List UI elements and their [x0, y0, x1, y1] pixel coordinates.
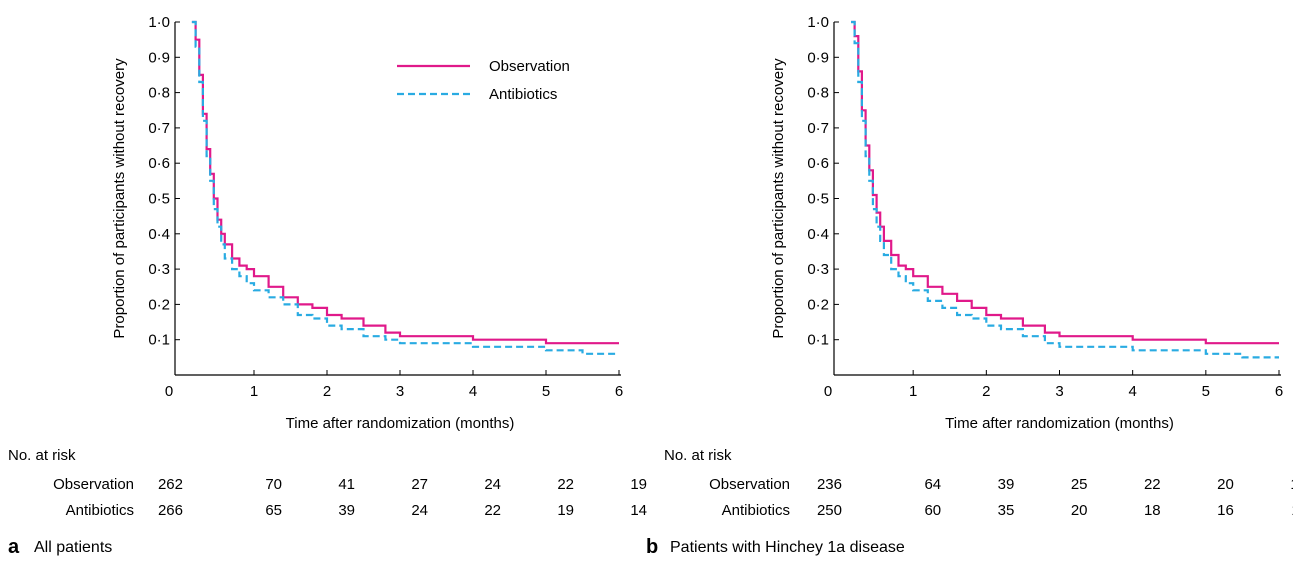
y-tick-label: 0·9	[807, 49, 829, 66]
risk-value: 60	[901, 502, 941, 519]
x-tick-label: 2	[982, 383, 990, 400]
panel-caption: All patients	[34, 539, 112, 557]
y-tick-label: 0·6	[148, 155, 170, 172]
risk-value: 11	[1267, 502, 1293, 519]
x-tick-label: 3	[396, 383, 404, 400]
y-tick-label: 1·0	[148, 14, 170, 31]
risk-value: 20	[1048, 502, 1088, 519]
risk-value: 266	[143, 502, 183, 519]
risk-value: 25	[1048, 476, 1088, 493]
series-line-antibiotics	[851, 22, 1279, 357]
x-tick-label: 3	[1055, 383, 1063, 400]
y-tick-label: 0·4	[148, 226, 170, 243]
x-tick-label: 0	[824, 383, 832, 400]
series-line-observation	[851, 22, 1279, 343]
risk-value: 19	[607, 476, 647, 493]
risk-value: 70	[242, 476, 282, 493]
km-plot-a: 0·1 0·2 0·3 0·4 0·5 0·6 0·7 0·8 0·9 1·0 0 1 2 3 4 5 6 Tim…	[0, 0, 640, 440]
y-tick-label: 0·9	[148, 49, 170, 66]
x-axis-label: Time after randomization (months)	[286, 415, 515, 432]
legend-label-observation: Observation	[489, 58, 570, 75]
x-tick-label: 4	[1128, 383, 1136, 400]
x-tick-label: 4	[469, 383, 477, 400]
y-tick-label: 0·1	[807, 332, 829, 349]
chart-panel-b: 0·1 0·2 0·3 0·4 0·5 0·6 0·7 0·8 0·9 1·0 0 1 2 3 4 5 6 Tim…	[656, 0, 1293, 561]
risk-row-label-antibiotics: Antibiotics	[4, 502, 134, 519]
risk-value: 236	[802, 476, 842, 493]
y-tick-label: 0·3	[807, 261, 829, 278]
risk-value: 24	[388, 502, 428, 519]
x-tick-label: 0	[165, 383, 173, 400]
risk-value: 39	[315, 502, 355, 519]
risk-value: 20	[1194, 476, 1234, 493]
panel-letter: b	[646, 536, 658, 559]
risk-value: 22	[461, 502, 501, 519]
risk-value: 17	[1267, 476, 1293, 493]
risk-row-label-antibiotics: Antibiotics	[660, 502, 790, 519]
chart-panel-a: 0·1 0·2 0·3 0·4 0·5 0·6 0·7 0·8 0·9 1·0 0 1 2 3 4 5 6 Tim…	[0, 0, 640, 561]
x-tick-label: 2	[323, 383, 331, 400]
x-tick-label: 1	[250, 383, 258, 400]
y-axis-label: Proportion of participants without recov…	[111, 58, 128, 339]
y-tick-label: 0·3	[148, 261, 170, 278]
y-tick-label: 1·0	[807, 14, 829, 31]
risk-value: 39	[974, 476, 1014, 493]
y-tick-label: 0·7	[148, 120, 170, 137]
risk-value: 262	[143, 476, 183, 493]
x-tick-label: 6	[1275, 383, 1283, 400]
x-tick-label: 5	[542, 383, 550, 400]
legend-label-antibiotics: Antibiotics	[489, 86, 557, 103]
x-tick-label: 6	[615, 383, 623, 400]
y-axis-label: Proportion of participants without recov…	[770, 58, 787, 339]
x-tick-label: 5	[1202, 383, 1210, 400]
risk-value: 16	[1194, 502, 1234, 519]
y-tick-label: 0·5	[807, 191, 829, 208]
y-tick-label: 0·4	[807, 226, 829, 243]
x-axis-label: Time after randomization (months)	[945, 415, 1174, 432]
y-tick-label: 0·8	[148, 85, 170, 102]
y-tick-label: 0·7	[807, 120, 829, 137]
risk-value: 22	[534, 476, 574, 493]
km-plot-b: 0·1 0·2 0·3 0·4 0·5 0·6 0·7 0·8 0·9 1·0 0 1 2 3 4 5 6 Tim…	[656, 0, 1293, 440]
y-tick-label: 0·2	[148, 296, 170, 313]
y-tick-label: 0·8	[807, 85, 829, 102]
panel-letter: a	[8, 536, 19, 559]
risk-row-label-observation: Observation	[660, 476, 790, 493]
y-tick-label: 0·1	[148, 332, 170, 349]
risk-value: 19	[534, 502, 574, 519]
risk-value: 24	[461, 476, 501, 493]
risk-table-header: No. at risk	[664, 447, 732, 464]
y-tick-label: 0·6	[807, 155, 829, 172]
y-tick-label: 0·5	[148, 191, 170, 208]
panel-caption: Patients with Hinchey 1a disease	[670, 539, 905, 557]
risk-value: 41	[315, 476, 355, 493]
y-tick-label: 0·2	[807, 296, 829, 313]
legend: Observation Antibiotics	[397, 58, 570, 103]
risk-value: 27	[388, 476, 428, 493]
risk-value: 250	[802, 502, 842, 519]
risk-value: 65	[242, 502, 282, 519]
risk-value: 18	[1121, 502, 1161, 519]
x-tick-label: 1	[909, 383, 917, 400]
risk-row-label-observation: Observation	[4, 476, 134, 493]
risk-value: 35	[974, 502, 1014, 519]
risk-value: 22	[1121, 476, 1161, 493]
risk-value: 64	[901, 476, 941, 493]
risk-table-header: No. at risk	[8, 447, 76, 464]
risk-value: 14	[607, 502, 647, 519]
